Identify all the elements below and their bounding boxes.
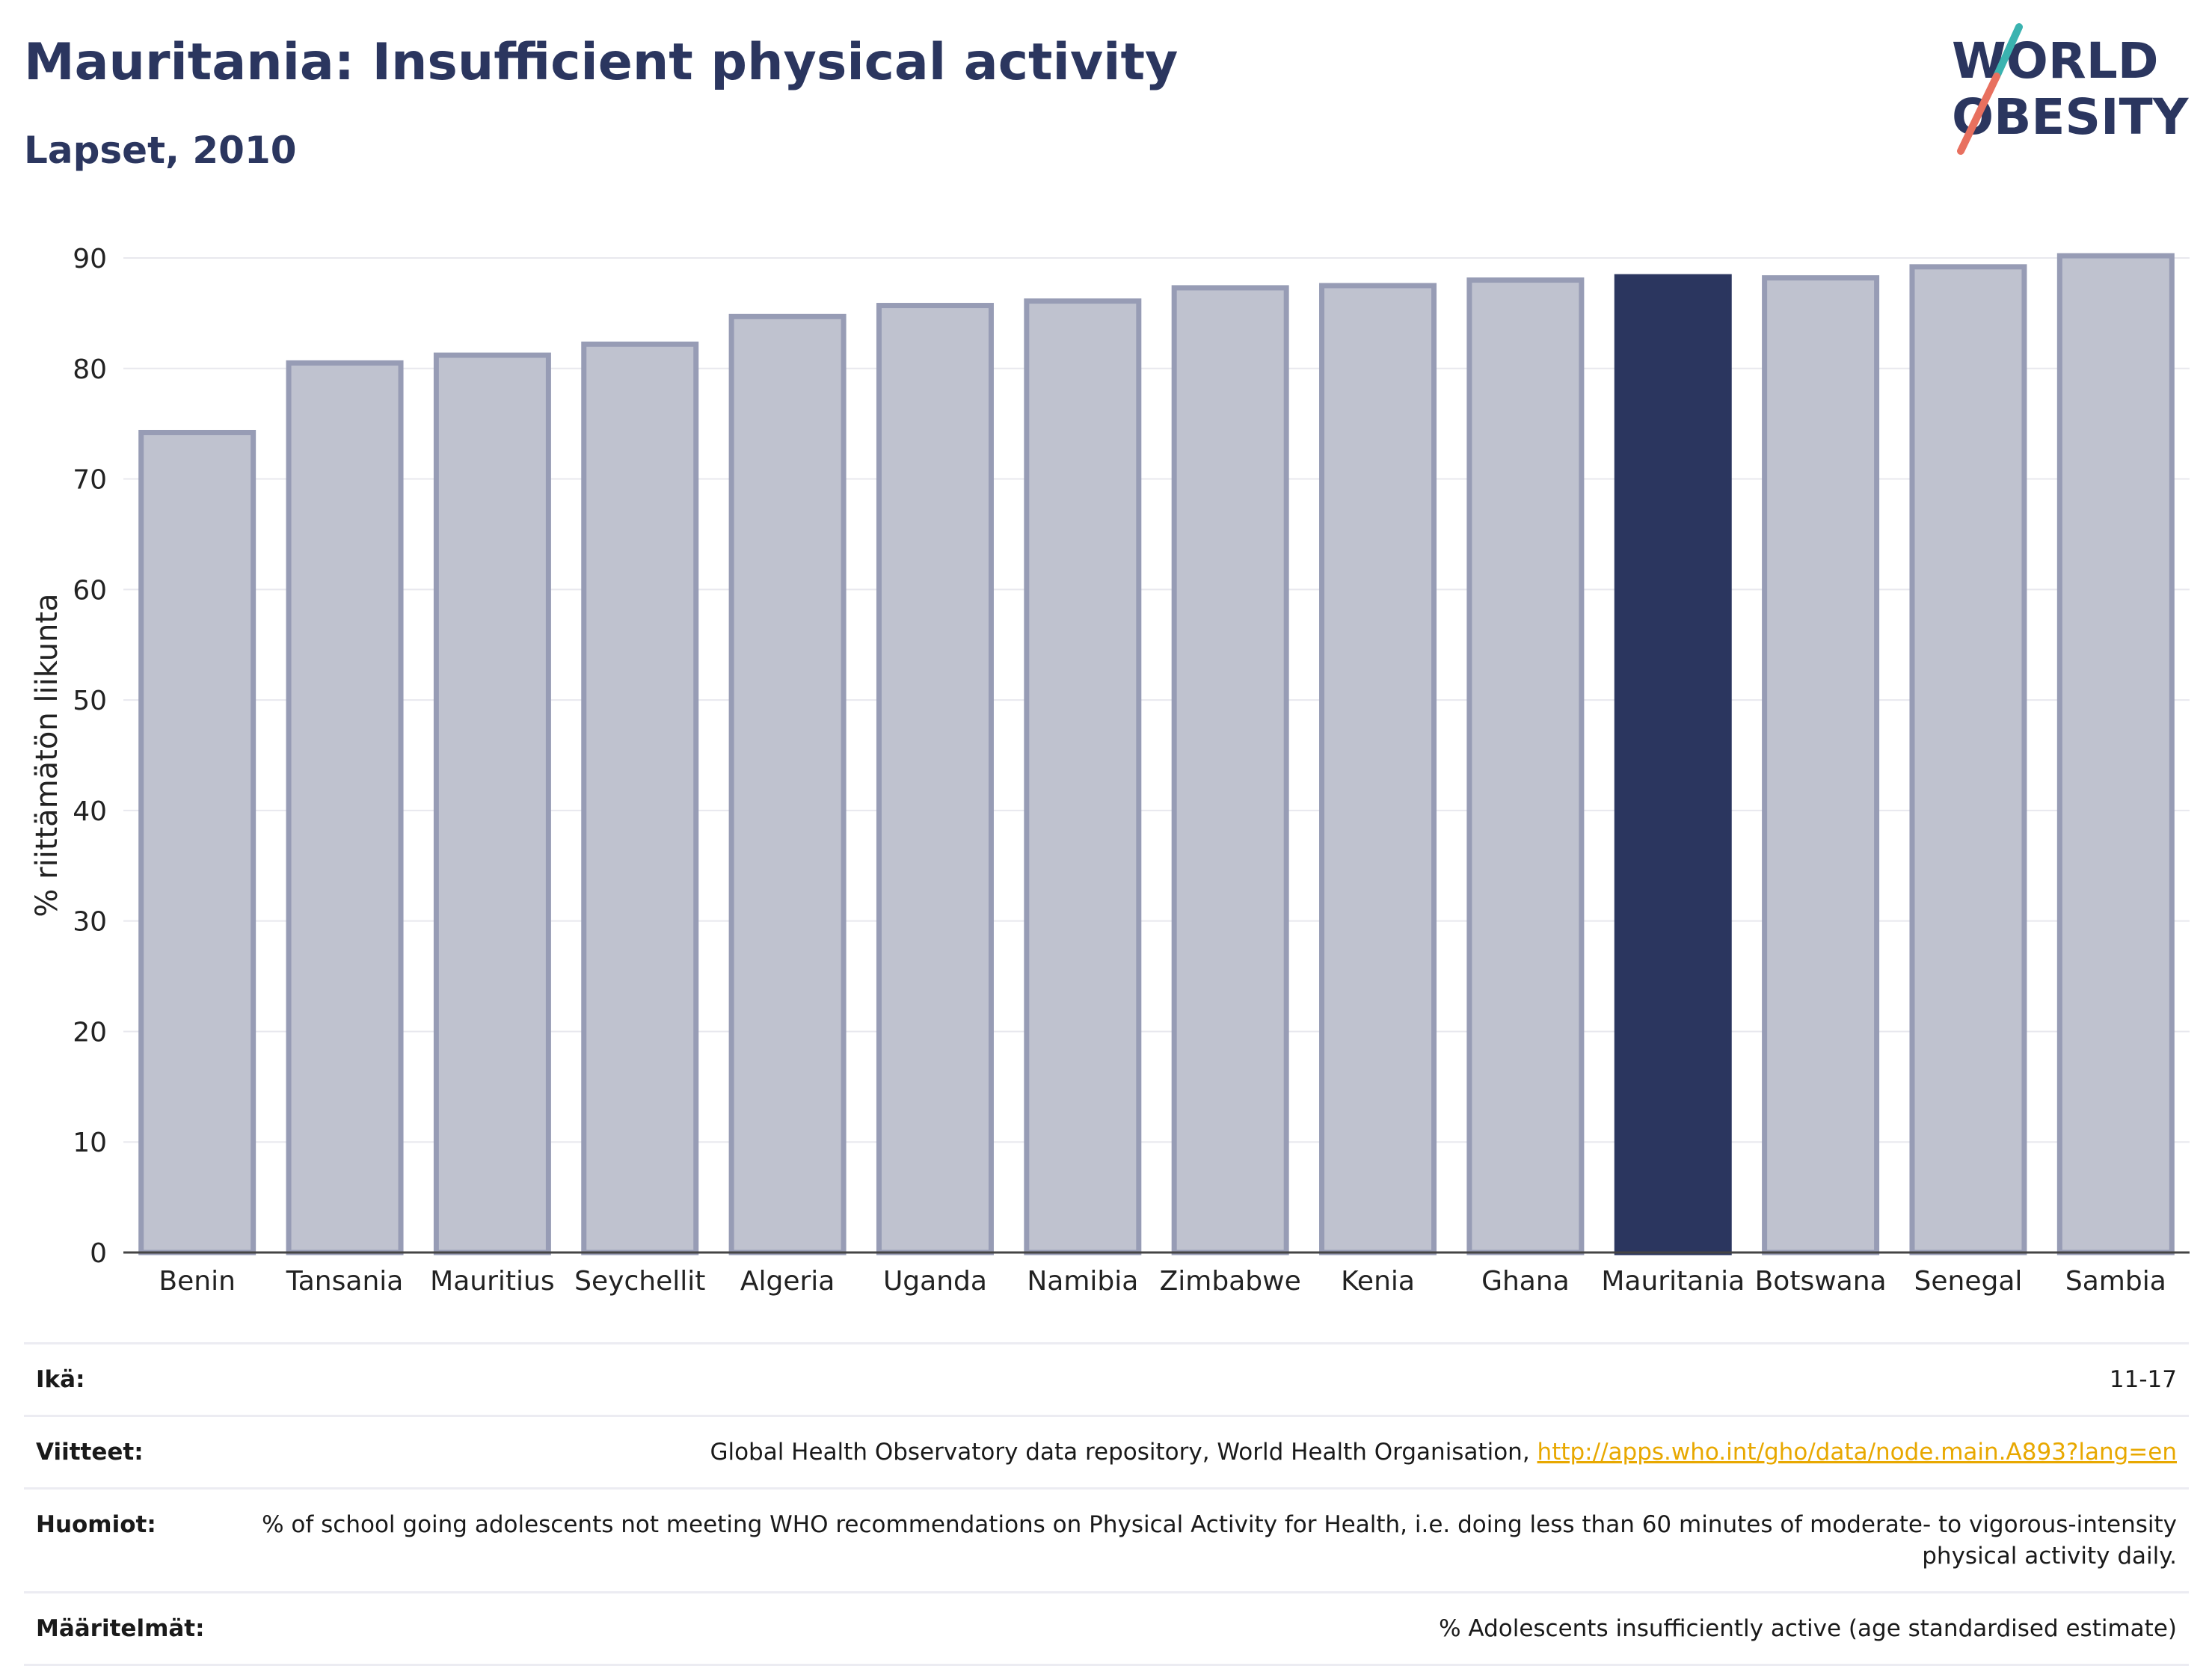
logo-teal-slash (1993, 23, 2023, 80)
bar (1762, 275, 1880, 1255)
y-tick-label: 30 (73, 907, 107, 938)
y-tick-label: 0 (90, 1238, 107, 1269)
x-tick-label: Sambia (2065, 1266, 2166, 1297)
bar (1024, 298, 1142, 1255)
bar (433, 352, 551, 1255)
x-tick-label: Namibia (1027, 1266, 1138, 1297)
grid-lines (123, 257, 2190, 1143)
y-tick-label: 10 (73, 1128, 107, 1158)
logo-word-2: OBESITY (1952, 88, 2190, 146)
y-tick-label: 60 (73, 575, 107, 606)
bar (286, 360, 404, 1255)
logo-word-1: WORLD (1952, 32, 2159, 90)
bar (1319, 283, 1437, 1255)
page-subtitle: Lapset, 2010 (24, 129, 297, 172)
bar (581, 341, 699, 1255)
x-tick-label: Zimbabwe (1160, 1266, 1301, 1297)
y-tick-label: 50 (73, 686, 107, 716)
bar (1171, 285, 1289, 1255)
meta-key: Ikä: (24, 1342, 242, 1416)
bars (138, 253, 2175, 1255)
page-title: Mauritania: Insufficient physical activi… (24, 33, 1179, 92)
y-axis-ticks: 0 10 20 30 40 50 60 70 80 90 (73, 244, 107, 1269)
meta-row-notes: Huomiot: % of school going adolescents n… (24, 1487, 2189, 1593)
x-tick-label: Ghana (1481, 1266, 1570, 1297)
x-tick-label: Uganda (883, 1266, 987, 1297)
meta-row-references: Viitteet: Global Health Observatory data… (24, 1415, 2189, 1489)
reference-link[interactable]: http://apps.who.int/gho/data/node.main.A… (1537, 1439, 2177, 1466)
x-tick-label: Tansania (286, 1266, 404, 1297)
x-tick-label: Benin (159, 1266, 235, 1297)
y-tick-label: 20 (73, 1017, 107, 1048)
metadata-table: Ikä: 11-17 Viitteet: Global Health Obser… (24, 1342, 2189, 1666)
meta-value: % of school going adolescents not meetin… (242, 1487, 2189, 1593)
bar (1466, 277, 1585, 1255)
x-tick-label: Senegal (1914, 1266, 2023, 1297)
meta-key: Huomiot: (24, 1487, 242, 1593)
y-tick-label: 80 (73, 354, 107, 385)
reference-text: Global Health Observatory data repositor… (710, 1439, 1537, 1466)
y-tick-label: 70 (73, 465, 107, 496)
x-tick-label: Algeria (740, 1266, 835, 1297)
y-tick-label: 90 (73, 244, 107, 274)
logo-coral-slash (1957, 73, 2000, 155)
x-tick-label: Mauritius (430, 1266, 554, 1297)
x-tick-label: Botswana (1755, 1266, 1887, 1297)
x-axis-ticks: Benin Tansania Mauritius Seychellit Algeria U… (159, 1266, 2166, 1297)
meta-value: Global Health Observatory data repositor… (242, 1415, 2189, 1489)
meta-row-age: Ikä: 11-17 (24, 1342, 2189, 1416)
bar (728, 313, 847, 1255)
bar-highlighted (1614, 274, 1732, 1255)
y-tick-label: 40 (73, 796, 107, 827)
x-tick-label: Kenia (1341, 1266, 1415, 1297)
x-tick-label: Seychellit (574, 1266, 705, 1297)
bar-chart: 0 10 20 30 40 50 60 70 80 90 Benin Tansania Mauriti… (30, 244, 2190, 1297)
meta-row-definitions: Määritelmät: % Adolescents insufficientl… (24, 1591, 2189, 1666)
bar (138, 429, 256, 1255)
x-tick-label: Mauritania (1601, 1266, 1745, 1297)
meta-value: 11-17 (242, 1342, 2189, 1416)
y-axis-label: % riittämätön liikunta (30, 593, 64, 917)
meta-value: % Adolescents insufficiently active (age… (242, 1591, 2189, 1666)
bar (876, 303, 994, 1255)
world-obesity-logo: WORLD OBESITY (1952, 23, 2190, 155)
meta-key: Määritelmät: (24, 1591, 242, 1666)
bar (1909, 264, 2027, 1255)
bar (2056, 253, 2175, 1255)
meta-key: Viitteet: (24, 1415, 242, 1489)
